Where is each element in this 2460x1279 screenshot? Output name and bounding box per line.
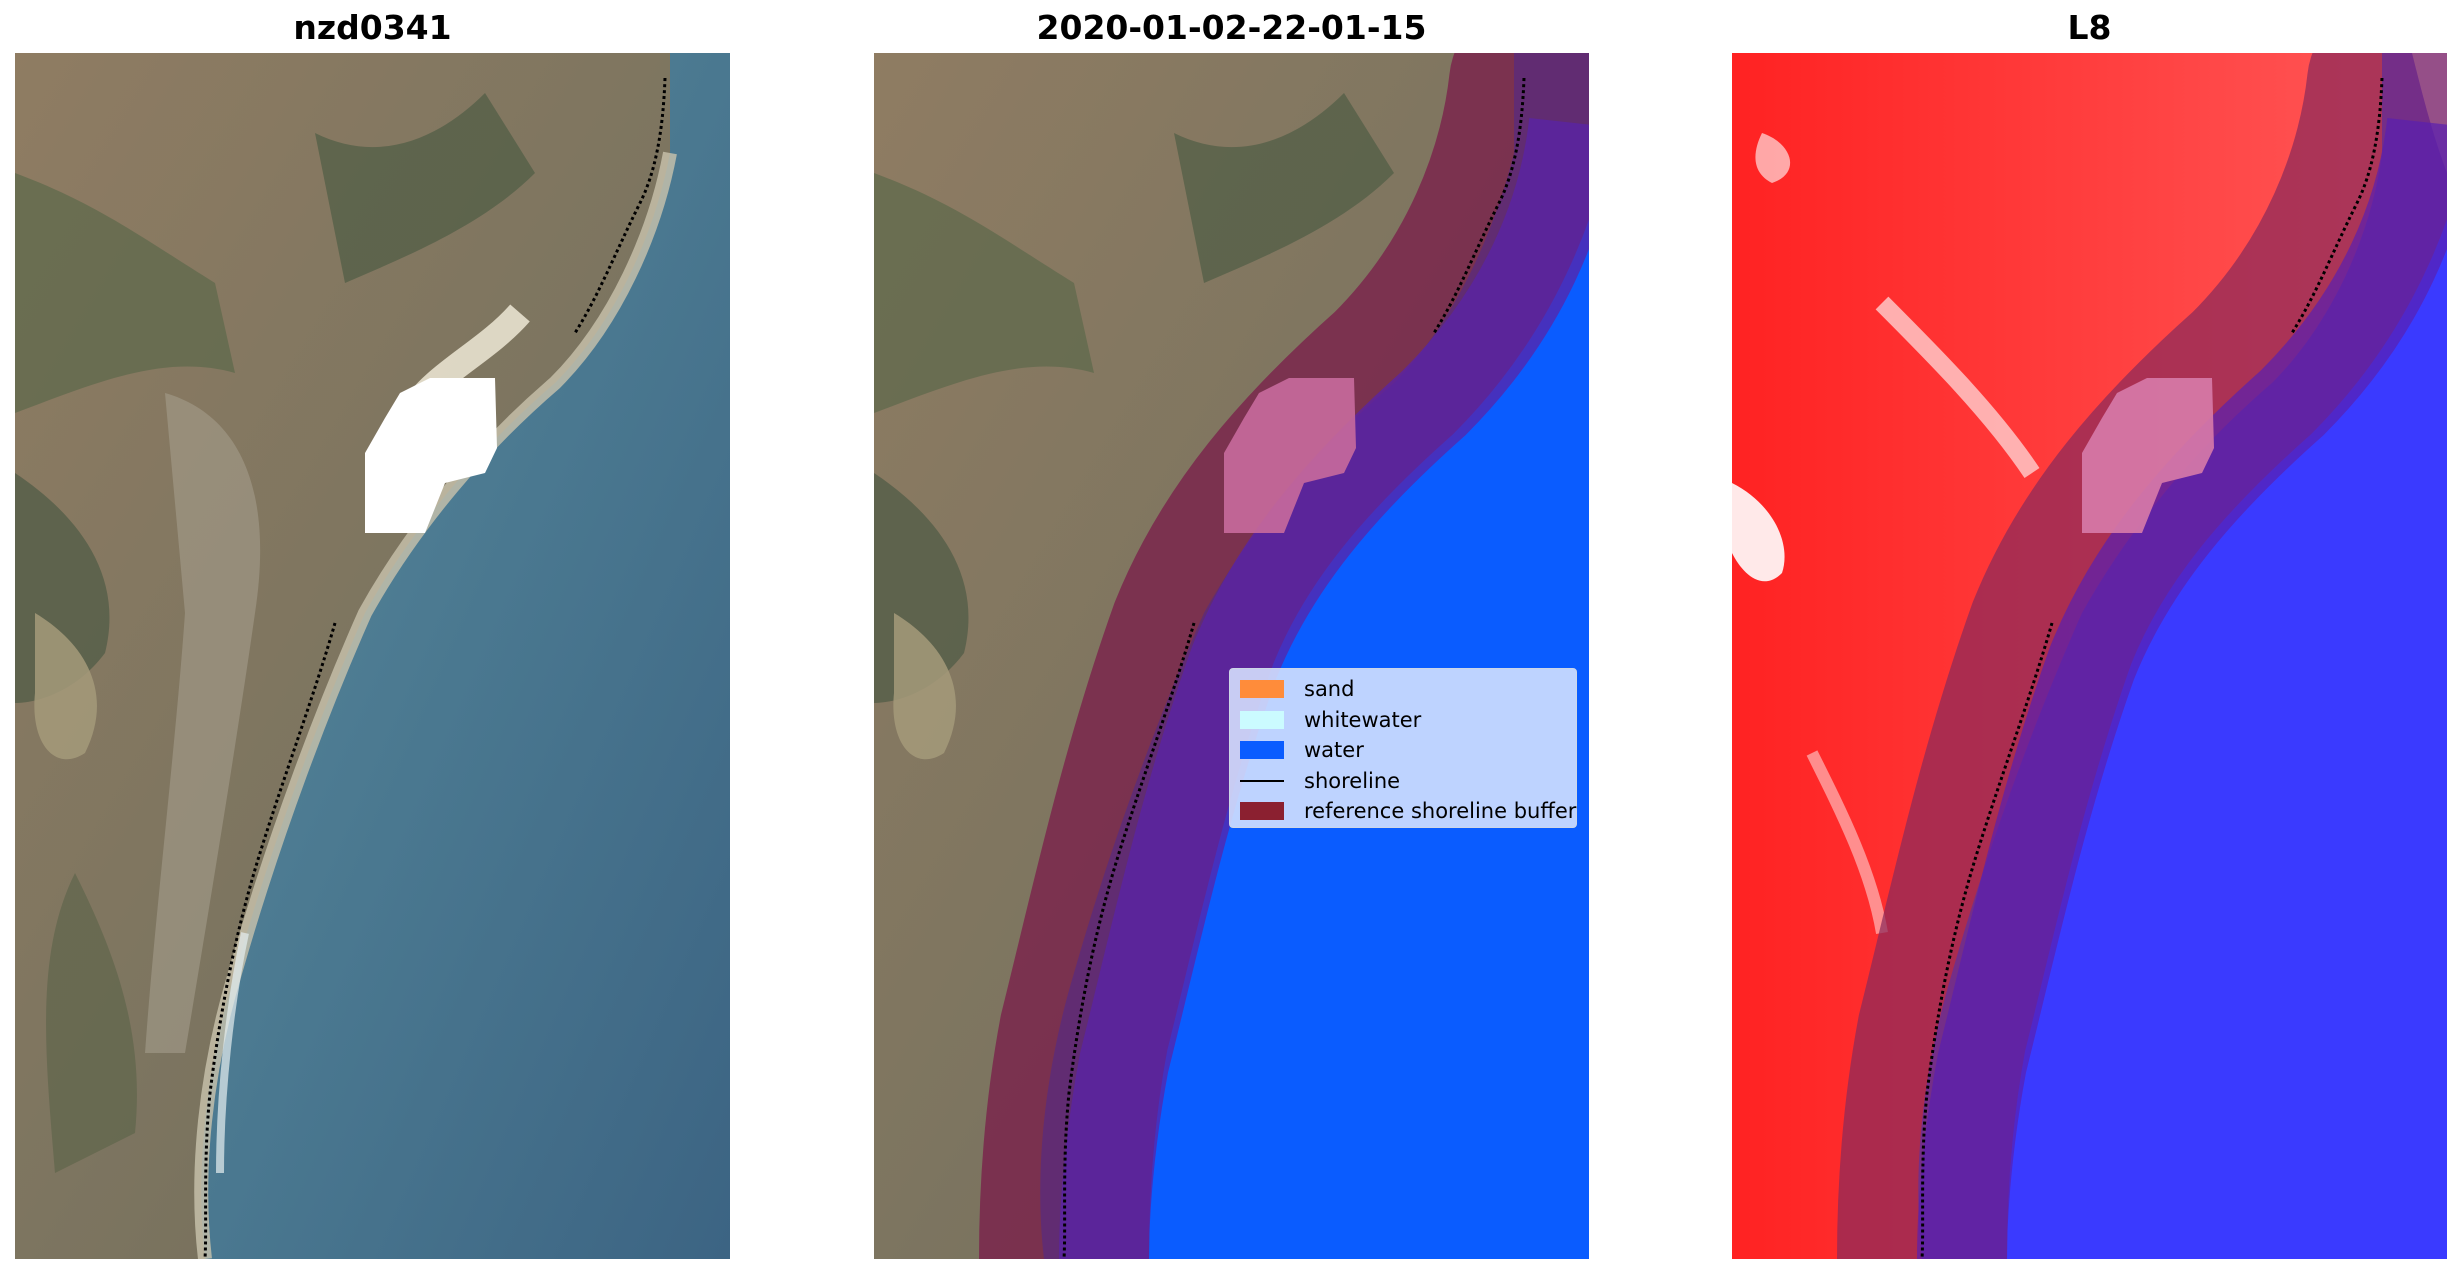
legend-label-whitewater: whitewater [1304, 707, 1422, 732]
legend-item-water: water [1240, 735, 1566, 766]
legend-item-whitewater: whitewater [1240, 705, 1566, 736]
sand-swatch [1240, 680, 1284, 699]
l8-panel [1732, 53, 2447, 1259]
legend-item-buffer: reference shoreline buffer [1240, 796, 1576, 827]
cloud-mask [365, 378, 497, 533]
legend-item-shoreline: shoreline [1240, 766, 1566, 797]
legend: sand whitewater water shoreline referenc… [1229, 668, 1577, 828]
shoreline-2 [1062, 77, 1526, 1259]
rgb-satellite-image [15, 53, 730, 1259]
whitewater-swatch [1240, 710, 1284, 729]
legend-item-sand: sand [1240, 674, 1566, 705]
buffer-swatch [1240, 802, 1284, 821]
legend-label-buffer: reference shoreline buffer [1304, 799, 1577, 824]
water-swatch [1240, 741, 1284, 760]
shoreline [203, 77, 667, 1259]
rgb-image-panel [15, 53, 730, 1259]
legend-label-water: water [1304, 738, 1364, 763]
l8-index-image [1732, 53, 2447, 1259]
legend-label-shoreline: shoreline [1304, 768, 1401, 793]
panel-title-2: 2020-01-02-22-01-15 [1036, 8, 1427, 47]
classification-image [874, 53, 1589, 1259]
shoreline-swatch [1240, 772, 1284, 790]
panel-title-3: L8 [2067, 8, 2112, 47]
panel-title-1: nzd0341 [293, 8, 452, 47]
legend-label-sand: sand [1304, 677, 1355, 702]
shoreline-3 [1920, 77, 2384, 1259]
classification-panel [874, 53, 1589, 1259]
